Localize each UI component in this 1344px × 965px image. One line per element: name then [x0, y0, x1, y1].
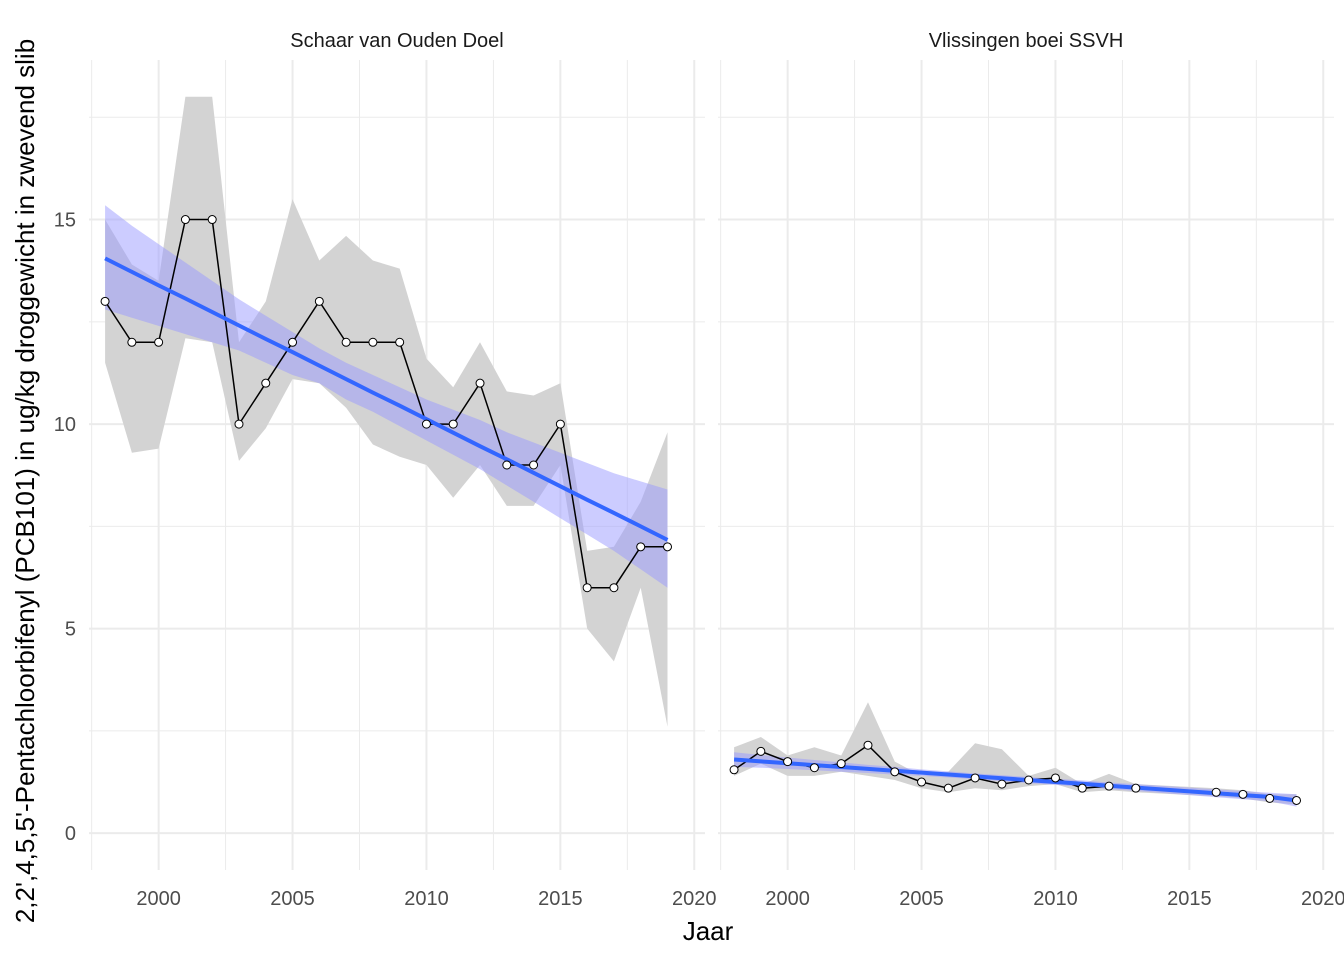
y-tick-label: 10	[54, 414, 76, 436]
data-point	[154, 337, 164, 347]
data-point	[809, 763, 819, 773]
data-point	[890, 767, 900, 777]
data-point	[207, 215, 217, 225]
data-point	[970, 773, 980, 783]
data-point	[783, 757, 793, 767]
data-point	[836, 759, 846, 769]
x-tick-label: 2015	[538, 888, 583, 910]
data-point	[529, 460, 539, 470]
x-tick-label: 2005	[270, 888, 315, 910]
data-point	[943, 783, 953, 793]
data-point	[100, 296, 110, 306]
data-point	[555, 419, 565, 429]
data-point	[395, 337, 405, 347]
data-point	[314, 296, 324, 306]
observed-series-line	[104, 218, 668, 589]
data-point	[863, 740, 873, 750]
x-tick-label: 2015	[1167, 888, 1212, 910]
data-point	[609, 583, 619, 593]
data-point	[636, 542, 646, 552]
x-axis-title: Jaar	[683, 916, 734, 946]
data-point	[1265, 793, 1275, 803]
panel-schaar-van-ouden-doel: Schaar van Ouden Doel 2000 2005 2010 2015 202…	[54, 30, 717, 910]
y-tick-label: 0	[65, 823, 76, 845]
data-point	[261, 378, 271, 388]
y-axis-title: 2,2',4,5,5'-Pentachloorbifenyl (PCB101) …	[10, 39, 40, 923]
panel-title: Vlissingen boei SSVH	[929, 30, 1124, 52]
x-tick-label: 2000	[136, 888, 181, 910]
data-point	[997, 779, 1007, 789]
data-point	[663, 542, 673, 552]
x-tick-label: 2000	[765, 888, 810, 910]
x-tick-label: 2010	[1033, 888, 1078, 910]
data-point	[475, 378, 485, 388]
range-band	[734, 702, 1297, 805]
x-tick-label: 2005	[899, 888, 944, 910]
data-point	[1211, 787, 1221, 797]
data-point	[1131, 783, 1141, 793]
x-tick-label: 2010	[404, 888, 449, 910]
data-point	[1104, 781, 1114, 791]
data-point	[1050, 773, 1060, 783]
data-point	[729, 765, 739, 775]
trend-line	[733, 757, 1297, 803]
x-tick-label: 2020	[1301, 888, 1344, 910]
y-tick-label: 15	[54, 210, 76, 232]
y-tick-label: 5	[65, 619, 76, 641]
data-point	[756, 746, 766, 756]
data-point	[582, 583, 592, 593]
data-point	[917, 777, 927, 787]
data-point	[1292, 795, 1302, 805]
data-point	[368, 337, 378, 347]
trend-line	[104, 256, 669, 542]
data-point	[1024, 775, 1034, 785]
data-point	[288, 337, 298, 347]
x-tick-label: 2020	[672, 888, 717, 910]
trend-confidence-band	[105, 205, 668, 588]
data-point	[180, 215, 190, 225]
data-point	[1077, 783, 1087, 793]
data-point	[1238, 789, 1248, 799]
data-point	[448, 419, 458, 429]
data-point	[421, 419, 431, 429]
data-point	[502, 460, 512, 470]
panel-vlissingen-boei-ssvh: Vlissingen boei SSVH 2000 2005 2010 2015 2020	[718, 30, 1344, 910]
data-point	[234, 419, 244, 429]
panel-title: Schaar van Ouden Doel	[290, 30, 503, 52]
data-point	[127, 337, 137, 347]
data-point	[341, 337, 351, 347]
